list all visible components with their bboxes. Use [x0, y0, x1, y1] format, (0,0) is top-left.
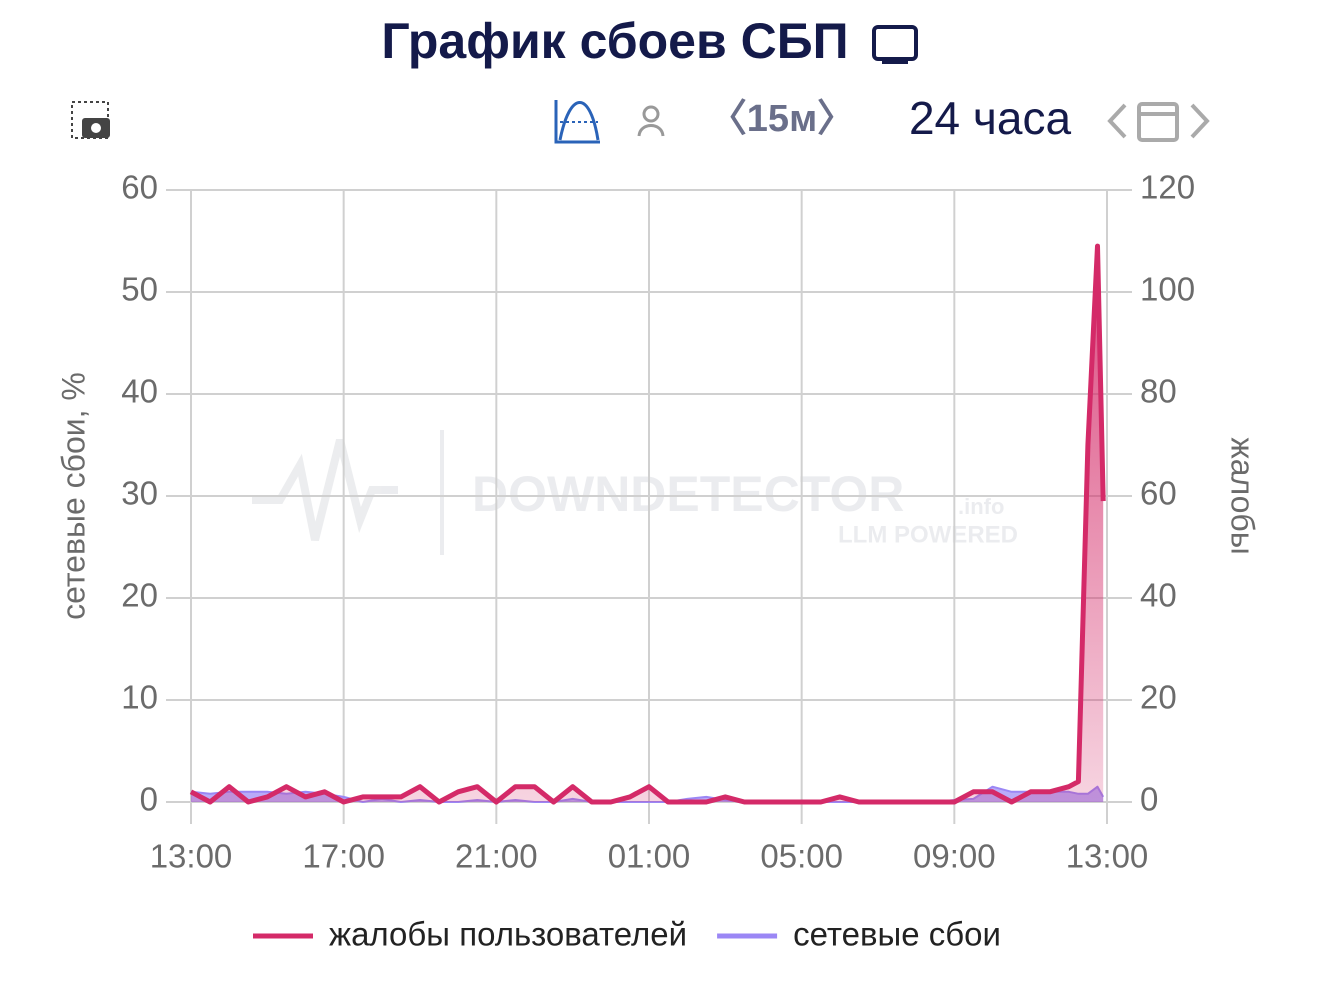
screenshot-icon[interactable] [71, 101, 110, 139]
user-icon[interactable] [637, 105, 665, 137]
calendar-nav[interactable] [1107, 102, 1210, 142]
x-tick-label: 05:00 [760, 838, 843, 875]
y2-tick-label: 0 [1140, 781, 1158, 818]
y2-tick-label: 60 [1140, 475, 1177, 512]
y2-tick-label: 40 [1140, 577, 1177, 614]
y-tick-label: 50 [121, 271, 158, 308]
watermark-tagline: LLM POWERED [838, 521, 1018, 548]
fullscreen-icon[interactable] [872, 25, 918, 64]
legend-label: жалобы пользователей [329, 916, 687, 953]
y-tick-label: 10 [121, 679, 158, 716]
y-tick-label: 60 [121, 169, 158, 206]
x-tick-label: 09:00 [913, 838, 996, 875]
interval-selector[interactable]: 〈15м〉 [709, 98, 855, 140]
series-line [189, 243, 1106, 805]
x-tick-label: 21:00 [455, 838, 538, 875]
x-tick-label: 17:00 [302, 838, 385, 875]
watermark-suffix: .info [958, 494, 1004, 519]
y-tick-label: 30 [121, 475, 158, 512]
y2-tick-label: 80 [1140, 373, 1177, 410]
watermark-brand: DOWNDETECTOR [472, 466, 904, 522]
legend-label: сетевые сбои [793, 916, 1001, 953]
x-tick-label: 13:00 [1066, 838, 1149, 875]
y-tick-label: 40 [121, 373, 158, 410]
y2-tick-label: 20 [1140, 679, 1177, 716]
period-label: 24 часа [909, 92, 1071, 144]
x-tick-label: 13:00 [150, 838, 233, 875]
y2-tick-label: 120 [1140, 169, 1195, 206]
chart-type-icon[interactable] [554, 100, 600, 144]
y2-axis-label: жалобы [1225, 437, 1261, 554]
chart-title: График сбоев СБП [381, 13, 848, 69]
y-tick-label: 20 [121, 577, 158, 614]
y2-tick-label: 100 [1140, 271, 1195, 308]
y-tick-label: 0 [140, 781, 158, 818]
y-axis-label: сетевые сбои, % [55, 372, 91, 620]
x-tick-label: 01:00 [608, 838, 691, 875]
watermark: DOWNDETECTOR .info LLM POWERED [252, 430, 1018, 555]
